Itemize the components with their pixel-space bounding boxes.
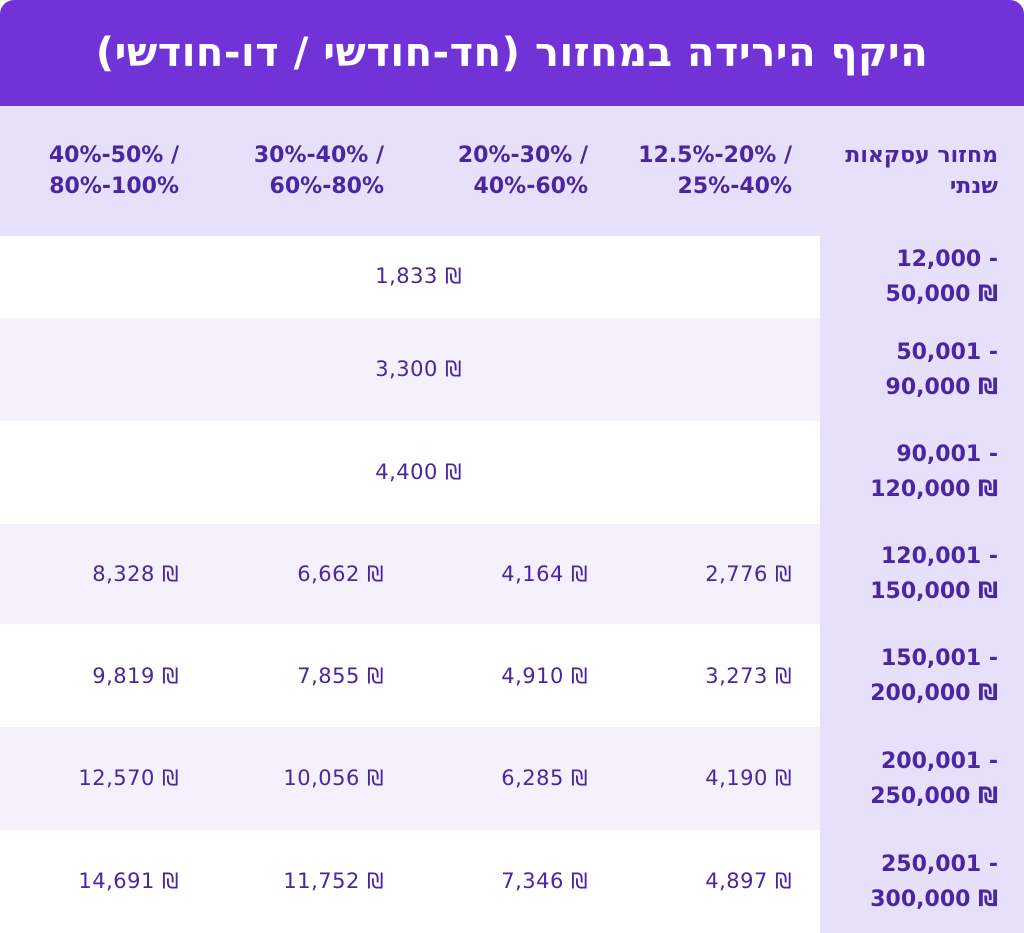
row-range-to: 150,000 ₪ <box>870 579 998 604</box>
row-range-from: 150,001 - <box>881 646 998 671</box>
title-bar: היקף הירידה במחזור (חד-חודשי / דו-חודשי) <box>0 0 1024 106</box>
value-cell: 10,056 ₪ <box>283 766 384 790</box>
value-cell: 11,752 ₪ <box>283 869 384 893</box>
row-range-from: 120,001 - <box>881 544 998 569</box>
range-column <box>820 236 1024 933</box>
row-range: 150,001 - 200,000 ₪ <box>870 641 998 711</box>
table-title: היקף הירידה במחזור (חד-חודשי / דו-חודשי) <box>95 30 929 76</box>
row-range-to: 200,000 ₪ <box>870 681 998 706</box>
value-cell: 8,328 ₪ <box>92 562 179 586</box>
row-range-to: 90,000 ₪ <box>885 375 998 400</box>
value-cell: 12,570 ₪ <box>78 766 179 790</box>
header-column-3: 30%-40% / 60%-80% <box>254 140 384 202</box>
header-range-label: מחזור עסקאות שנתי <box>845 140 998 202</box>
header-column-3-line2: 60%-80% <box>269 174 384 199</box>
row-range-from: 250,001 - <box>881 852 998 877</box>
row-range-from: 12,000 - <box>896 247 998 272</box>
row-range-from: 90,001 - <box>896 442 998 467</box>
value-cell: 4,190 ₪ <box>705 766 792 790</box>
merged-value-cell: 4,400 ₪ <box>375 460 462 484</box>
value-cell: 3,273 ₪ <box>705 664 792 688</box>
row-range-to: 250,000 ₪ <box>870 784 998 809</box>
header-column-4-line1: 40%-50% / <box>48 143 179 168</box>
value-cell: 7,855 ₪ <box>297 664 384 688</box>
header-column-2-line1: 20%-30% / <box>457 143 588 168</box>
table-row <box>0 524 820 628</box>
row-range: 90,001 - 120,000 ₪ <box>870 437 998 507</box>
row-range-to: 300,000 ₪ <box>870 887 998 912</box>
merged-value-cell: 3,300 ₪ <box>375 357 462 381</box>
value-cell: 4,910 ₪ <box>501 664 588 688</box>
value-cell: 4,164 ₪ <box>501 562 588 586</box>
header-column-3-line1: 30%-40% / <box>253 143 384 168</box>
value-cell: 2,776 ₪ <box>705 562 792 586</box>
header-range-label-line1: מחזור עסקאות <box>845 143 998 168</box>
value-cell: 7,346 ₪ <box>501 869 588 893</box>
merged-value-cell: 1,833 ₪ <box>375 264 462 288</box>
row-range: 200,001 - 250,000 ₪ <box>870 744 998 814</box>
header-column-1-line1: 12.5%-20% / <box>638 143 792 168</box>
table-row <box>0 624 820 728</box>
row-range: 250,001 - 300,000 ₪ <box>870 847 998 917</box>
header-column-4-line2: 80%-100% <box>49 174 179 199</box>
row-range: 12,000 - 50,000 ₪ <box>886 242 998 312</box>
row-range-from: 200,001 - <box>881 749 998 774</box>
row-range-from: 50,001 - <box>896 340 998 365</box>
table-body: 12,000 - 50,000 ₪ 1,833 ₪ 50,001 - 90,00… <box>0 236 1024 933</box>
row-range: 120,001 - 150,000 ₪ <box>870 539 998 609</box>
value-cell: 4,897 ₪ <box>705 869 792 893</box>
header-column-2: 20%-30% / 40%-60% <box>458 140 588 202</box>
header-range-label-line2: שנתי <box>949 174 998 199</box>
row-range-to: 120,000 ₪ <box>870 477 998 502</box>
header-column-4: 40%-50% / 80%-100% <box>49 140 179 202</box>
header-column-2-line2: 40%-60% <box>473 174 588 199</box>
table-row <box>0 830 820 933</box>
value-cell: 14,691 ₪ <box>78 869 179 893</box>
value-cell: 9,819 ₪ <box>92 664 179 688</box>
header-row: מחזור עסקאות שנתי 12.5%-20% / 25%-40% 20… <box>0 106 1024 236</box>
header-column-1-line2: 25%-40% <box>677 174 792 199</box>
value-cell: 6,285 ₪ <box>501 766 588 790</box>
header-column-1: 12.5%-20% / 25%-40% <box>638 140 792 202</box>
value-cell: 6,662 ₪ <box>297 562 384 586</box>
table-row <box>0 727 820 831</box>
table-row <box>0 421 820 525</box>
row-range-to: 50,000 ₪ <box>885 282 998 307</box>
row-range: 50,001 - 90,000 ₪ <box>886 335 998 405</box>
table-row <box>0 318 820 422</box>
